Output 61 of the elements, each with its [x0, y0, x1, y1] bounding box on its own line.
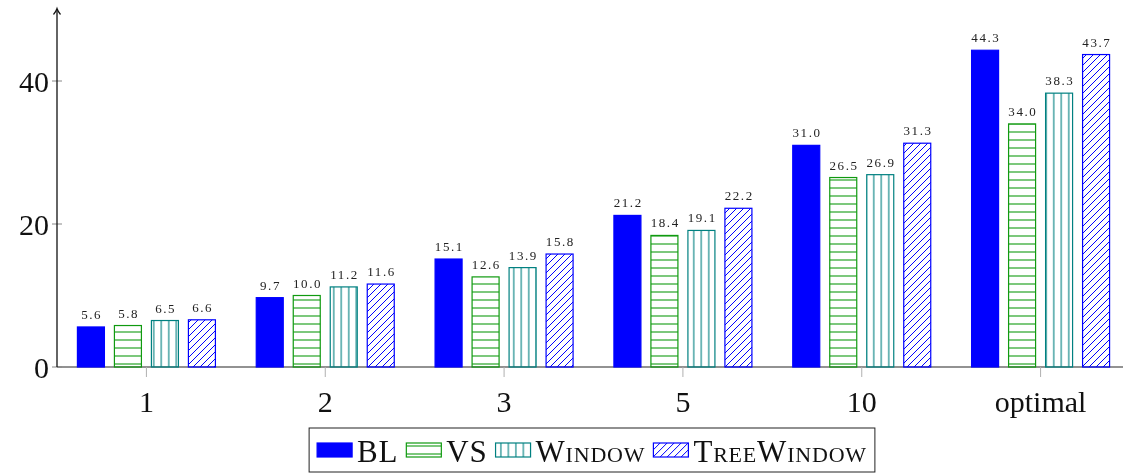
data-label: 26.9 — [866, 154, 896, 170]
bar — [970, 49, 1000, 368]
x-tick-label: 10 — [846, 385, 877, 418]
bar — [508, 267, 537, 368]
data-label: 18.4 — [650, 215, 680, 231]
bar — [1081, 53, 1111, 368]
x-tick-label: 3 — [496, 385, 512, 418]
data-label: 9.7 — [260, 277, 282, 293]
data-label: 11.6 — [367, 264, 396, 280]
bar — [150, 319, 180, 368]
y-tick-label: 40 — [19, 64, 49, 98]
bar — [329, 286, 358, 368]
bar — [76, 326, 106, 368]
data-label: 22.2 — [724, 188, 754, 204]
data-label: 12.6 — [471, 256, 501, 272]
bar — [113, 324, 143, 368]
bar — [187, 319, 217, 368]
data-label: 6.5 — [155, 300, 177, 316]
bar — [650, 234, 679, 368]
bar — [613, 214, 642, 368]
data-label: 21.2 — [613, 195, 643, 211]
data-label: 31.0 — [792, 125, 822, 141]
bar — [366, 283, 395, 368]
data-label: 19.1 — [687, 210, 717, 226]
legend-label: VS — [446, 433, 488, 469]
data-label: 5.6 — [81, 306, 103, 322]
data-label: 31.3 — [903, 123, 933, 139]
data-label: 10.0 — [292, 275, 323, 291]
data-label: 44.3 — [971, 30, 1001, 46]
data-label: 13.9 — [508, 247, 538, 263]
bar — [866, 174, 895, 368]
bar — [255, 297, 284, 368]
legend-label: Window — [535, 433, 646, 469]
bar — [687, 229, 716, 368]
x-tick-label: 5 — [675, 385, 691, 418]
y-tick-label: 0 — [34, 350, 49, 384]
bar — [292, 294, 321, 368]
data-label: 6.6 — [192, 299, 214, 315]
data-label: 5.8 — [118, 305, 140, 321]
bar — [471, 276, 500, 368]
bar — [545, 253, 574, 368]
data-label: 15.8 — [545, 234, 575, 250]
data-label: 15.1 — [434, 239, 464, 255]
bar — [724, 207, 753, 368]
data-label: 11.2 — [330, 266, 359, 282]
legend-label: BL — [357, 433, 399, 469]
bar — [792, 144, 821, 368]
data-label: 34.0 — [1008, 103, 1038, 119]
bar — [1007, 123, 1037, 368]
legend-label: TreeWindow — [693, 433, 867, 469]
bar — [903, 142, 932, 368]
data-label: 38.3 — [1045, 73, 1075, 89]
bar — [1044, 92, 1074, 368]
x-tick-label: optimal — [994, 385, 1087, 418]
x-tick-label: 1 — [138, 385, 154, 418]
data-label: 43.7 — [1082, 34, 1112, 50]
x-tick-label: 2 — [317, 385, 333, 418]
y-tick-label: 20 — [19, 207, 49, 241]
data-label: 26.5 — [829, 157, 859, 173]
bar — [434, 258, 463, 368]
bar — [829, 176, 858, 368]
